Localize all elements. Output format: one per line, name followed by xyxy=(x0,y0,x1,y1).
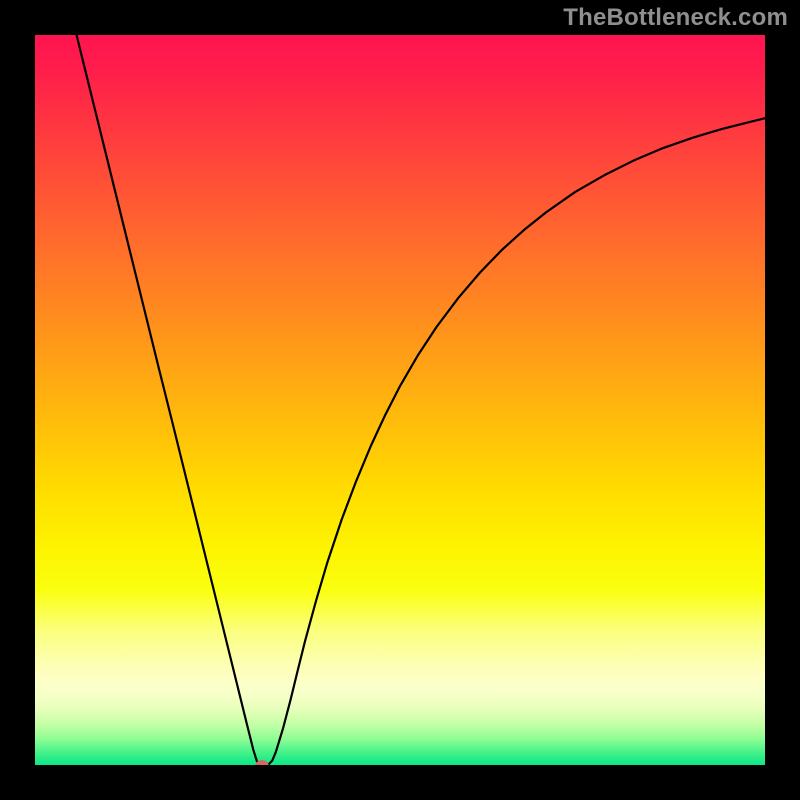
chart-svg xyxy=(0,0,800,800)
chart-frame: TheBottleneck.com xyxy=(0,0,800,800)
watermark-text: TheBottleneck.com xyxy=(563,4,788,32)
plot-background-gradient xyxy=(35,35,765,765)
